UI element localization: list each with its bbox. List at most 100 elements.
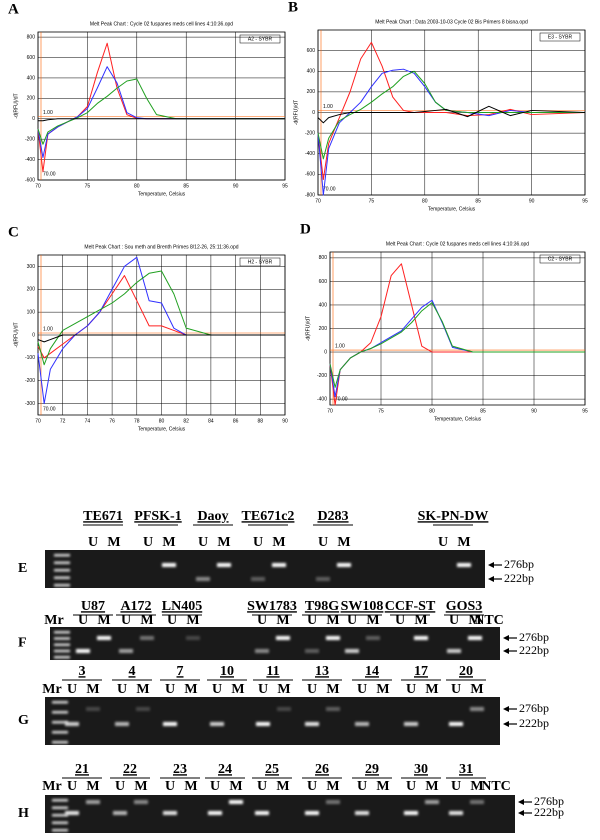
lane-label: M [277,682,290,697]
lane-label: M [231,682,244,697]
gel-band [355,811,369,815]
lane-label: U [165,779,175,794]
ladder-band [54,554,70,557]
y-tick-label: 400 [307,69,316,75]
lane-label: U [67,779,77,794]
sample-name: LN405 [162,599,202,614]
gel-band [272,563,286,567]
sample-name: CCF-ST [385,599,436,614]
chart-title: Melt Peak Chart : Cycle 02 fuspanes meds… [90,21,233,27]
ladder-band [54,569,70,572]
y-tick-label: -400 [305,151,315,157]
lane-label: U [449,613,459,628]
melt-curve [317,68,585,196]
panel-letter: C [8,224,19,240]
arrow-head [503,635,509,641]
lane-label: M [326,613,339,628]
gel-band [65,722,79,726]
lane-label: U [210,779,220,794]
x-tick-label: 85 [480,408,486,414]
gel-band [457,563,471,567]
x-tick-label: 80 [422,198,428,204]
sample-name: 20 [459,664,473,679]
x-tick-label: 95 [282,183,288,189]
start-label: 70.00 [43,171,56,177]
x-tick-label: 72 [60,418,66,424]
lane-label: M [272,535,285,550]
ladder-band [52,701,68,704]
ladder-band [54,649,70,653]
x-tick-label: 70 [35,418,41,424]
gel-band [449,811,463,815]
lane-label: U [258,682,268,697]
marker-label: Mr [42,779,61,794]
lane-label: U [307,613,317,628]
ladder-band [52,721,68,724]
gel-band [449,722,463,726]
lane-label: U [347,613,357,628]
y-tick-label: -200 [305,130,315,136]
y-tick-label: -200 [25,137,35,143]
gel-letter: E [18,561,27,576]
x-tick-label: 95 [582,198,588,204]
x-tick-label: 84 [208,418,214,424]
gel-band [217,563,231,567]
gel-band [470,707,484,711]
y-tick-label: 100 [27,309,36,315]
lane-label: M [457,535,470,550]
gel-band [210,722,224,726]
x-tick-label: 75 [378,408,384,414]
lane-label: M [276,779,289,794]
y-axis-label: -d(RFU)/dT [13,93,19,118]
gel-band [277,707,291,711]
x-axis-label: Temperature, Celsius [138,426,186,432]
lane-label: M [229,779,242,794]
gel-band [316,577,330,581]
lane-label: U [395,613,405,628]
lane-label: U [88,535,98,550]
lane-label: U [121,613,131,628]
y-tick-label: -800 [305,192,315,198]
sample-name: 31 [459,762,473,777]
lane-label: U [451,779,461,794]
x-tick-label: 75 [369,198,375,204]
y-tick-label: 800 [27,34,36,40]
lane-label: M [162,535,175,550]
lane-label: U [117,682,127,697]
lane-label: U [406,682,416,697]
y-tick-label: 600 [27,55,36,61]
lane-label: M [107,535,120,550]
marker-label: Mr [42,682,61,697]
gel-band [86,707,100,711]
gel-band [470,800,484,804]
sample-name: 3 [79,664,86,679]
y-tick-label: 300 [27,264,36,270]
arrow-head [503,706,509,712]
size-label: 222bp [534,805,564,819]
melt-curve [317,70,585,160]
lane-label: U [451,682,461,697]
legend-box [239,257,281,267]
ladder-band [52,821,68,824]
melt-curve [37,334,285,343]
x-tick-label: 74 [85,418,91,424]
y-tick-label: 0 [324,349,327,355]
y-axis-label: -d(RFU)/dT [305,316,311,341]
y-tick-label: -300 [25,401,35,407]
y-axis-label: -d(RFU)/dT [13,322,19,347]
lane-label: U [307,682,317,697]
legend-box [539,254,581,264]
x-axis-label: Temperature, Celsius [434,416,482,422]
gel-image [50,627,500,660]
start-label: 70.00 [43,406,56,412]
lane-label: M [184,682,197,697]
y-tick-label: -600 [305,172,315,178]
sample-name: 4 [129,664,136,679]
x-tick-label: 90 [282,418,288,424]
sample-name: 14 [365,664,379,679]
x-tick-label: 78 [134,418,140,424]
x-tick-label: 75 [85,183,91,189]
lane-label: M [326,779,339,794]
lane-label: M [217,535,230,550]
